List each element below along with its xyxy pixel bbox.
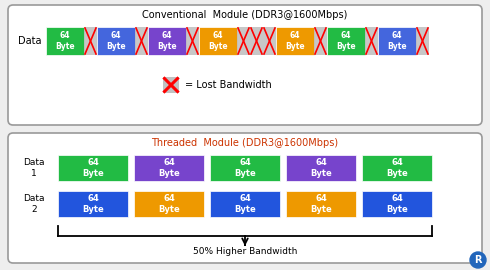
Bar: [286, 155, 356, 181]
Text: Conventional  Module (DDR3@1600Mbps): Conventional Module (DDR3@1600Mbps): [142, 10, 348, 20]
Text: 64
Byte: 64 Byte: [387, 31, 407, 51]
Text: 64
Byte: 64 Byte: [234, 194, 256, 214]
Text: Threaded  Module (DDR3@1600Mbps): Threaded Module (DDR3@1600Mbps): [151, 138, 339, 148]
Bar: [46, 27, 84, 55]
Text: 64
Byte: 64 Byte: [82, 194, 104, 214]
Text: 64
Byte: 64 Byte: [106, 31, 126, 51]
Bar: [250, 27, 263, 55]
Bar: [416, 27, 429, 55]
Bar: [286, 191, 356, 217]
Circle shape: [470, 252, 486, 268]
Text: R: R: [474, 255, 482, 265]
Text: 64
Byte: 64 Byte: [82, 158, 104, 178]
Bar: [163, 77, 179, 93]
Text: 64
Byte: 64 Byte: [285, 31, 305, 51]
Bar: [97, 27, 135, 55]
Text: Data
1: Data 1: [23, 158, 45, 178]
Text: = Lost Bandwidth: = Lost Bandwidth: [185, 80, 272, 90]
Text: 64
Byte: 64 Byte: [208, 31, 228, 51]
Bar: [186, 27, 199, 55]
Bar: [327, 27, 365, 55]
Bar: [199, 27, 237, 55]
Text: 64
Byte: 64 Byte: [310, 158, 332, 178]
Bar: [237, 27, 250, 55]
Bar: [314, 27, 327, 55]
Bar: [58, 155, 128, 181]
Text: 64
Byte: 64 Byte: [310, 194, 332, 214]
Text: 64
Byte: 64 Byte: [55, 31, 75, 51]
Bar: [362, 191, 432, 217]
Bar: [134, 191, 204, 217]
Bar: [365, 27, 378, 55]
Text: 50% Higher Bandwidth: 50% Higher Bandwidth: [193, 248, 297, 256]
Text: 64
Byte: 64 Byte: [386, 194, 408, 214]
FancyBboxPatch shape: [8, 5, 482, 125]
Text: 64
Byte: 64 Byte: [336, 31, 356, 51]
FancyBboxPatch shape: [8, 133, 482, 263]
Bar: [263, 27, 276, 55]
Bar: [378, 27, 416, 55]
Text: Data: Data: [18, 36, 42, 46]
Text: Data
2: Data 2: [23, 194, 45, 214]
Text: 64
Byte: 64 Byte: [386, 158, 408, 178]
Bar: [58, 191, 128, 217]
Bar: [210, 155, 280, 181]
Bar: [362, 155, 432, 181]
Bar: [84, 27, 97, 55]
Bar: [135, 27, 148, 55]
Text: 64
Byte: 64 Byte: [234, 158, 256, 178]
Bar: [276, 27, 314, 55]
Text: 64
Byte: 64 Byte: [158, 194, 180, 214]
Text: 64
Byte: 64 Byte: [158, 158, 180, 178]
Bar: [210, 191, 280, 217]
Bar: [148, 27, 186, 55]
Text: 64
Byte: 64 Byte: [157, 31, 177, 51]
Bar: [134, 155, 204, 181]
